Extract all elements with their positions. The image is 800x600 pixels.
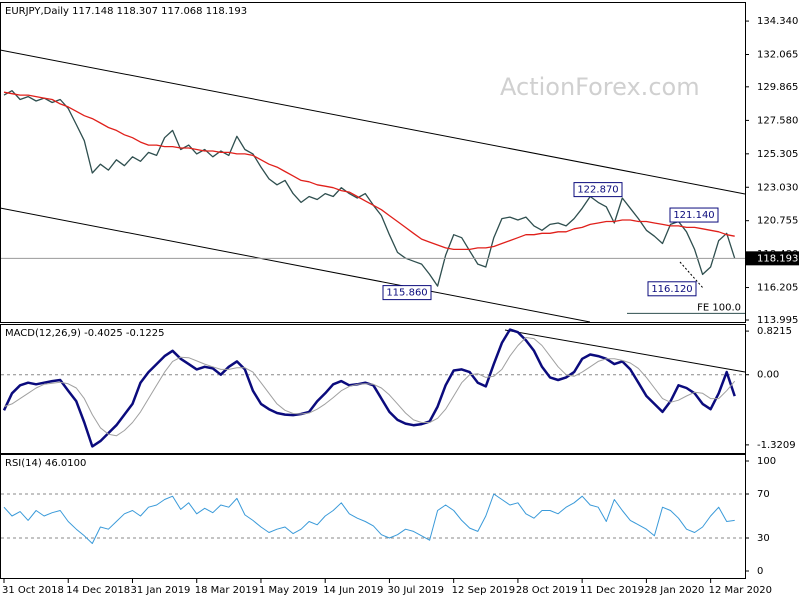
- x-tick-label: 18 Mar 2019: [195, 585, 258, 596]
- projection-line: [679, 261, 704, 289]
- y-tick-label: 132.065: [757, 50, 798, 61]
- annotation-box: [573, 182, 623, 198]
- watermark: ActionForex.com: [500, 73, 700, 101]
- rsi-title: RSI(14) 46.0100: [5, 458, 86, 469]
- last-price-box: [746, 251, 799, 266]
- macd-panel: [0, 324, 746, 454]
- annotation-label: 115.860: [386, 288, 427, 299]
- y-tick-label: 30: [757, 533, 770, 544]
- x-tick-label: 14 Jun 2019: [323, 585, 383, 596]
- x-tick-label: 31 Jan 2019: [130, 585, 190, 596]
- annotation-box: [669, 207, 719, 223]
- channel-line: [0, 207, 591, 323]
- y-tick-label: 134.340: [757, 16, 798, 27]
- y-tick-label: 120.755: [757, 216, 798, 227]
- annotation-box: [382, 285, 432, 301]
- series-line: [3, 337, 736, 437]
- y-tick-label: 70: [757, 489, 770, 500]
- y-tick-label: 127.580: [757, 115, 798, 126]
- macd-title: MACD(12,26,9) -0.4025 -0.1225: [5, 328, 165, 339]
- annotation-label: 116.120: [651, 284, 692, 295]
- y-tick-label: 116.205: [757, 283, 798, 294]
- y-tick-label: 0.00: [757, 370, 779, 381]
- last-price-label: 118.193: [757, 253, 798, 264]
- y-tick-label: -1.3209: [757, 440, 796, 451]
- y-tick-label: 100: [757, 456, 776, 467]
- y-tick-label: 113.995: [757, 315, 798, 326]
- x-tick-label: 14 Dec 2018: [66, 585, 130, 596]
- fe-label: FE 100.0: [697, 302, 741, 313]
- x-tick-label: 31 Oct 2018: [2, 585, 64, 596]
- x-tick-label: 1 May 2019: [259, 585, 318, 596]
- series-line: [3, 493, 735, 544]
- y-tick-label: 0: [757, 566, 763, 577]
- price-panel: [0, 2, 746, 323]
- x-tick-label: 11 Dec 2019: [580, 585, 644, 596]
- y-tick-label: 0.8215: [757, 326, 792, 337]
- x-tick-label: 28 Jan 2020: [644, 585, 704, 596]
- y-tick-label: 123.030: [757, 182, 798, 193]
- channel-line: [0, 49, 746, 195]
- series-line: [3, 91, 735, 251]
- series-line: [3, 90, 736, 287]
- series-line: [2, 328, 736, 448]
- annotation-box: [647, 281, 697, 297]
- annotation-label: 121.140: [673, 210, 714, 221]
- annotation-label: 122.870: [577, 185, 618, 196]
- x-tick-label: 28 Oct 2019: [516, 585, 578, 596]
- x-tick-label: 12 Sep 2019: [452, 585, 515, 596]
- x-tick-label: 30 Jul 2019: [387, 585, 444, 596]
- x-tick-label: 12 Mar 2020: [709, 585, 772, 596]
- price-title: EURJPY,Daily 117.148 118.307 117.068 118…: [5, 6, 247, 17]
- y-tick-label: 125.305: [757, 149, 798, 160]
- rsi-panel: [0, 454, 746, 579]
- y-tick-label: 129.865: [757, 82, 798, 93]
- macd-trendline: [504, 329, 746, 373]
